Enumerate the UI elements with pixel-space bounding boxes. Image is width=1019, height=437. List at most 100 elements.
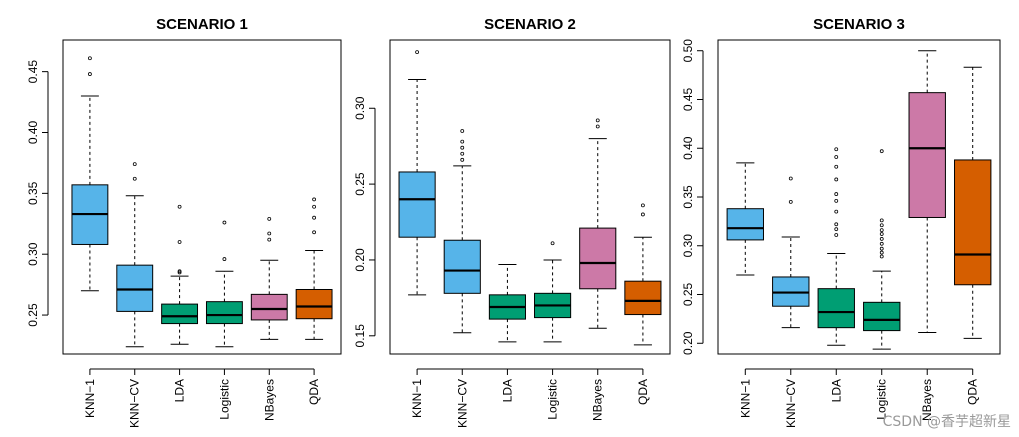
outlier-point xyxy=(550,241,555,246)
outlier-point xyxy=(267,217,272,221)
x-tick-label: LDA xyxy=(173,379,187,402)
box-knn1 xyxy=(726,162,764,276)
outlier-point xyxy=(312,215,316,220)
iqr-box xyxy=(161,303,199,325)
x-tick-label: Logistic xyxy=(217,379,231,420)
outlier-point xyxy=(879,250,884,255)
x-tick-label: KNN−CV xyxy=(128,379,142,428)
outlier-point xyxy=(834,192,839,196)
y-tick-label: 0.20 xyxy=(353,248,367,272)
chart-title: SCENARIO 2 xyxy=(484,16,576,33)
x-tick-label: NBayes xyxy=(920,379,934,421)
box-nbayes xyxy=(579,118,617,329)
box-qda xyxy=(954,66,992,339)
box-nbayes xyxy=(908,50,946,334)
x-tick-label: KNN−CV xyxy=(455,379,469,428)
chart-title: SCENARIO 1 xyxy=(156,16,248,33)
outlier-point xyxy=(460,145,465,150)
box-knn1 xyxy=(71,56,109,292)
iqr-box xyxy=(398,171,436,238)
outlier-point xyxy=(788,176,793,181)
panel-1: SCENARIO 1 0.25 0.30 0.35 0.40 0.45 KNN−1 KNN−C… xyxy=(26,16,342,428)
box-knn1 xyxy=(398,50,436,296)
outlier-point xyxy=(312,230,316,235)
outlier-point xyxy=(879,223,884,228)
y-tick-label: 0.40 xyxy=(681,136,695,160)
outlier-point xyxy=(88,72,92,76)
panel-2: SCENARIO 2 0.15 0.20 0.25 0.30 KNN−1 KNN−CV LDA… xyxy=(353,16,671,428)
outlier-point xyxy=(879,232,884,236)
x-tick-label: QDA xyxy=(966,379,980,405)
x-tick-label: Logistic xyxy=(546,379,560,420)
outlier-point xyxy=(879,246,884,251)
outlier-point xyxy=(879,218,884,223)
outlier-point xyxy=(595,118,600,123)
y-tick-label: 0.15 xyxy=(353,324,367,348)
y-tick-label: 0.35 xyxy=(681,185,695,209)
outlier-point xyxy=(222,220,227,225)
x-tick-label: NBayes xyxy=(262,379,276,421)
outlier-point xyxy=(879,241,884,246)
outlier-point xyxy=(879,254,884,259)
plot-frame xyxy=(717,39,1001,355)
y-tick-label: 0.50 xyxy=(681,39,695,63)
outlier-point xyxy=(834,222,839,227)
y-tick-label: 0.25 xyxy=(353,172,367,196)
iqr-box xyxy=(908,92,946,218)
x-tick-label: QDA xyxy=(307,379,321,405)
outlier-point xyxy=(460,151,465,156)
outlier-point xyxy=(834,155,839,159)
iqr-box xyxy=(250,293,288,321)
y-tick-label: 0.30 xyxy=(26,242,40,266)
outlier-point xyxy=(312,204,316,209)
box-knncv xyxy=(116,162,154,348)
box-logistic xyxy=(205,220,243,348)
x-tick-label: QDA xyxy=(636,379,650,405)
x-tick-label: LDA xyxy=(829,379,843,402)
y-tick-label: 0.45 xyxy=(681,87,695,111)
watermark: CSDN @香芋超新星 xyxy=(882,414,1011,430)
outlier-point xyxy=(834,227,839,232)
outlier-point xyxy=(879,149,884,154)
outlier-point xyxy=(177,269,182,274)
box-logistic xyxy=(863,149,901,350)
iqr-box xyxy=(726,208,764,241)
outlier-point xyxy=(312,197,316,202)
y-tick-label: 0.25 xyxy=(26,303,40,327)
outlier-point xyxy=(177,270,182,275)
iqr-box xyxy=(579,227,617,290)
outlier-point xyxy=(460,139,465,144)
box-knncv xyxy=(772,176,810,329)
outlier-point xyxy=(834,233,839,237)
x-tick-label: KNN−1 xyxy=(83,379,97,418)
outlier-point xyxy=(834,147,839,152)
outlier-point xyxy=(834,199,839,203)
plot-frame xyxy=(62,39,342,355)
outlier-point xyxy=(788,199,793,204)
box-lda xyxy=(161,204,199,345)
plot-frame xyxy=(389,39,671,355)
y-tick-label: 0.40 xyxy=(26,120,40,144)
outlier-point xyxy=(222,257,227,261)
chart-title: SCENARIO 3 xyxy=(813,16,905,33)
iqr-box xyxy=(817,288,855,329)
box-knncv xyxy=(443,129,481,334)
iqr-box xyxy=(205,301,243,325)
y-tick-label: 0.35 xyxy=(26,181,40,205)
iqr-box xyxy=(624,280,662,316)
box-nbayes xyxy=(250,217,288,340)
iqr-box xyxy=(443,239,481,294)
outlier-point xyxy=(132,162,137,167)
x-tick-label: LDA xyxy=(500,379,514,402)
outlier-point xyxy=(267,237,272,242)
outlier-point xyxy=(879,228,884,233)
outlier-point xyxy=(415,50,419,55)
iqr-box xyxy=(954,159,992,286)
iqr-box xyxy=(295,288,333,320)
iqr-box xyxy=(116,264,154,312)
outlier-point xyxy=(641,203,645,208)
y-tick-label: 0.30 xyxy=(353,96,367,120)
box-qda xyxy=(624,203,662,346)
x-tick-label: Logistic xyxy=(875,379,889,420)
y-tick-label: 0.25 xyxy=(681,283,695,307)
